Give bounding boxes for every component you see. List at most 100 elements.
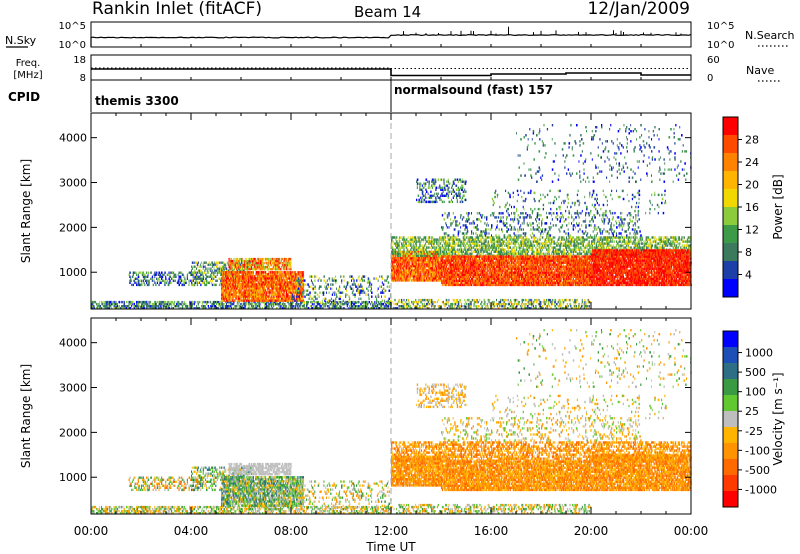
power-cell (225, 285, 227, 288)
power-cell (398, 242, 400, 245)
power-cell (334, 307, 336, 310)
power-cell (145, 279, 147, 282)
power-cell (226, 279, 228, 282)
power-cell (162, 305, 164, 308)
power-cell (241, 273, 243, 276)
power-cell (541, 305, 543, 308)
power-cell (239, 281, 241, 284)
power-cell (301, 291, 304, 294)
power-cell (245, 299, 247, 302)
power-cell (246, 283, 248, 286)
power-cell (290, 265, 292, 269)
power-cell (270, 271, 272, 274)
power-cell (225, 289, 227, 292)
power-cell (375, 277, 377, 280)
power-cell (116, 302, 118, 306)
power-cell (252, 279, 254, 282)
power-cell (453, 307, 455, 310)
power-cell (201, 302, 203, 306)
power-cell (235, 289, 237, 292)
power-cell (251, 267, 253, 270)
power-cell (421, 307, 423, 310)
power-cell (272, 279, 275, 282)
power-cell (201, 273, 203, 276)
power-cell (367, 279, 370, 282)
power-cell (252, 283, 254, 286)
power-cell (255, 261, 257, 265)
power-cell (141, 283, 143, 287)
power-cell (309, 275, 311, 278)
power-cell (313, 299, 315, 302)
power-cell (271, 300, 273, 304)
power-cell (393, 263, 395, 266)
power-cell (293, 275, 295, 278)
power-cell (158, 307, 160, 310)
power-cell (293, 271, 295, 274)
power-cell (212, 263, 214, 266)
power-cell (281, 275, 282, 278)
power-cell (221, 299, 223, 302)
power-cell (363, 305, 365, 308)
power-cell (229, 297, 231, 300)
power-cell (214, 300, 216, 304)
power-cell (280, 293, 282, 296)
power-cell (294, 281, 296, 284)
power-cell (285, 277, 287, 280)
power-cell (373, 305, 375, 308)
power-cell (115, 302, 117, 306)
power-cell (272, 271, 274, 274)
power-cell (493, 300, 495, 304)
power-cell (296, 281, 299, 284)
power-cell (386, 305, 388, 308)
power-cell (226, 275, 228, 278)
power-cell (540, 302, 542, 306)
power-cell (232, 283, 234, 286)
power-cell (233, 275, 235, 278)
power-cell (101, 302, 103, 306)
power-cell (392, 250, 394, 253)
power-cell (371, 307, 373, 310)
power-cell (135, 277, 137, 280)
power-cell (289, 268, 291, 271)
power-cell (396, 271, 398, 274)
power-cell (226, 273, 228, 276)
power-cell (366, 305, 368, 308)
power-cell (251, 273, 253, 276)
power-cell (208, 267, 210, 270)
power-cell (288, 283, 290, 286)
power-cell (274, 287, 276, 290)
power-cell (143, 307, 145, 310)
power-cell (206, 271, 208, 274)
power-cell (459, 298, 461, 302)
power-cell (281, 265, 283, 269)
station-title: Rankin Inlet (fitACF) (92, 0, 262, 19)
power-cell (204, 307, 206, 310)
power-cell (282, 263, 284, 267)
cpid-segment-normalsound: normalsound (fast) 157 (394, 83, 553, 97)
power-cell (244, 259, 246, 263)
power-cell (396, 307, 398, 310)
power-cell (235, 281, 237, 284)
power-cell (230, 291, 232, 294)
power-cell (270, 281, 272, 284)
power-cell (229, 300, 231, 304)
power-cell (263, 268, 265, 271)
power-cell (224, 295, 226, 298)
power-cell (291, 283, 293, 286)
power-cell (256, 275, 259, 278)
power-cell (252, 273, 254, 276)
power-cell (253, 295, 255, 298)
power-cell (334, 291, 336, 294)
power-cell (188, 305, 190, 308)
power-cell (526, 298, 528, 302)
power-cell (345, 293, 347, 296)
power-cell (514, 300, 516, 304)
power-cell (407, 298, 409, 302)
power-cell (241, 287, 244, 290)
power-cell (221, 277, 223, 280)
power-cell (227, 271, 229, 274)
power-cell (301, 289, 303, 292)
power-cell (530, 302, 532, 306)
power-cell (123, 300, 125, 304)
power-cell (115, 300, 117, 304)
